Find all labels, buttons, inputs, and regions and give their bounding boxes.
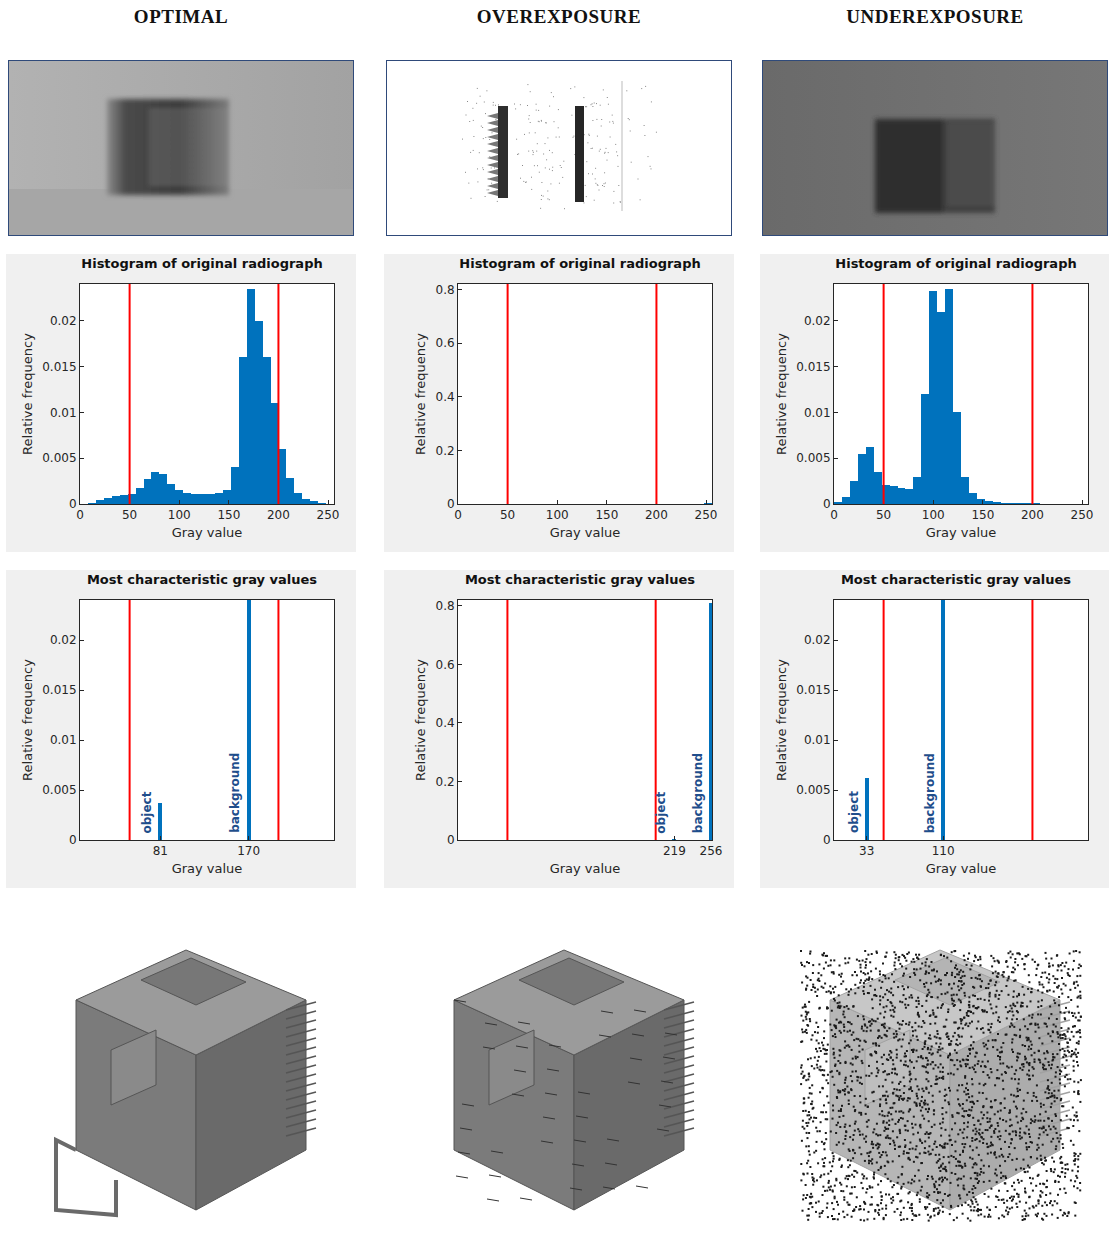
svg-text:0.01: 0.01 (50, 733, 77, 747)
svg-text:33: 33 (859, 844, 874, 858)
svg-text:Relative frequency: Relative frequency (774, 659, 789, 781)
svg-text:Gray value: Gray value (550, 861, 621, 876)
svg-text:0.02: 0.02 (50, 633, 77, 647)
svg-text:0.005: 0.005 (42, 451, 76, 465)
svg-text:0.015: 0.015 (796, 360, 830, 374)
svg-text:0: 0 (823, 833, 831, 847)
svg-text:0.01: 0.01 (804, 406, 831, 420)
svg-text:Histogram of original radiogra: Histogram of original radiograph (835, 256, 1076, 271)
svg-text:Relative frequency: Relative frequency (413, 333, 428, 455)
svg-text:Relative frequency: Relative frequency (20, 659, 35, 781)
svg-text:Histogram of original radiogra: Histogram of original radiograph (81, 256, 322, 271)
svg-text:50: 50 (122, 508, 137, 522)
svg-text:0.8: 0.8 (436, 599, 455, 613)
svg-text:219: 219 (663, 844, 686, 858)
svg-text:Gray value: Gray value (926, 861, 997, 876)
html-text:OVEREXPOSURE: OVEREXPOSURE (476, 6, 642, 27)
svg-text:0.6: 0.6 (436, 658, 455, 672)
svg-text:250: 250 (1071, 508, 1094, 522)
svg-text:100: 100 (168, 508, 191, 522)
svg-text:0.01: 0.01 (804, 733, 831, 747)
svg-text:object: object (140, 791, 154, 833)
svg-text:100: 100 (922, 508, 945, 522)
svg-text:Relative frequency: Relative frequency (774, 333, 789, 455)
svg-text:0.02: 0.02 (804, 633, 831, 647)
svg-text:170: 170 (237, 844, 260, 858)
svg-text:250: 250 (695, 508, 718, 522)
svg-text:0.015: 0.015 (796, 683, 830, 697)
svg-text:0.8: 0.8 (436, 283, 455, 297)
html-text:UNDEREXPOSURE: UNDEREXPOSURE (846, 6, 1024, 27)
svg-text:250: 250 (317, 508, 340, 522)
svg-text:0.005: 0.005 (796, 451, 830, 465)
svg-text:0: 0 (447, 497, 455, 511)
svg-text:0: 0 (69, 497, 77, 511)
svg-text:Most characteristic gray value: Most characteristic gray values (87, 572, 317, 587)
html-text:OPTIMAL: OPTIMAL (133, 6, 229, 27)
svg-text:Gray value: Gray value (926, 525, 997, 540)
svg-text:0: 0 (830, 508, 838, 522)
svg-text:Most characteristic gray value: Most characteristic gray values (465, 572, 695, 587)
svg-text:150: 150 (595, 508, 618, 522)
svg-text:0.015: 0.015 (42, 683, 76, 697)
svg-text:Gray value: Gray value (172, 525, 243, 540)
svg-text:110: 110 (932, 844, 955, 858)
svg-text:0.02: 0.02 (50, 314, 77, 328)
svg-text:Relative frequency: Relative frequency (413, 659, 428, 781)
svg-text:0: 0 (823, 497, 831, 511)
svg-text:object: object (847, 791, 861, 833)
svg-text:200: 200 (267, 508, 290, 522)
svg-text:0.005: 0.005 (796, 783, 830, 797)
svg-text:50: 50 (500, 508, 515, 522)
svg-text:0.01: 0.01 (50, 406, 77, 420)
svg-text:200: 200 (645, 508, 668, 522)
svg-text:0.4: 0.4 (436, 390, 455, 404)
svg-text:0.6: 0.6 (436, 336, 455, 350)
svg-text:0.015: 0.015 (42, 360, 76, 374)
svg-text:0: 0 (69, 833, 77, 847)
svg-text:0.4: 0.4 (436, 716, 455, 730)
svg-text:256: 256 (700, 844, 723, 858)
svg-text:50: 50 (876, 508, 891, 522)
svg-text:100: 100 (546, 508, 569, 522)
svg-text:150: 150 (217, 508, 240, 522)
svg-text:0: 0 (447, 833, 455, 847)
svg-text:Most characteristic gray value: Most characteristic gray values (841, 572, 1071, 587)
svg-text:0: 0 (454, 508, 462, 522)
svg-text:0.2: 0.2 (436, 444, 455, 458)
svg-text:Histogram of original radiogra: Histogram of original radiograph (459, 256, 700, 271)
svg-text:0.2: 0.2 (436, 775, 455, 789)
svg-text:background: background (923, 753, 937, 833)
svg-text:0.02: 0.02 (804, 314, 831, 328)
svg-text:Relative frequency: Relative frequency (20, 333, 35, 455)
svg-text:0.005: 0.005 (42, 783, 76, 797)
svg-text:Gray value: Gray value (550, 525, 621, 540)
svg-text:0: 0 (76, 508, 84, 522)
svg-text:Gray value: Gray value (172, 861, 243, 876)
svg-text:background: background (691, 753, 705, 833)
svg-text:object: object (654, 791, 668, 833)
svg-text:150: 150 (971, 508, 994, 522)
svg-text:200: 200 (1021, 508, 1044, 522)
svg-text:background: background (228, 753, 242, 833)
svg-text:81: 81 (153, 844, 168, 858)
